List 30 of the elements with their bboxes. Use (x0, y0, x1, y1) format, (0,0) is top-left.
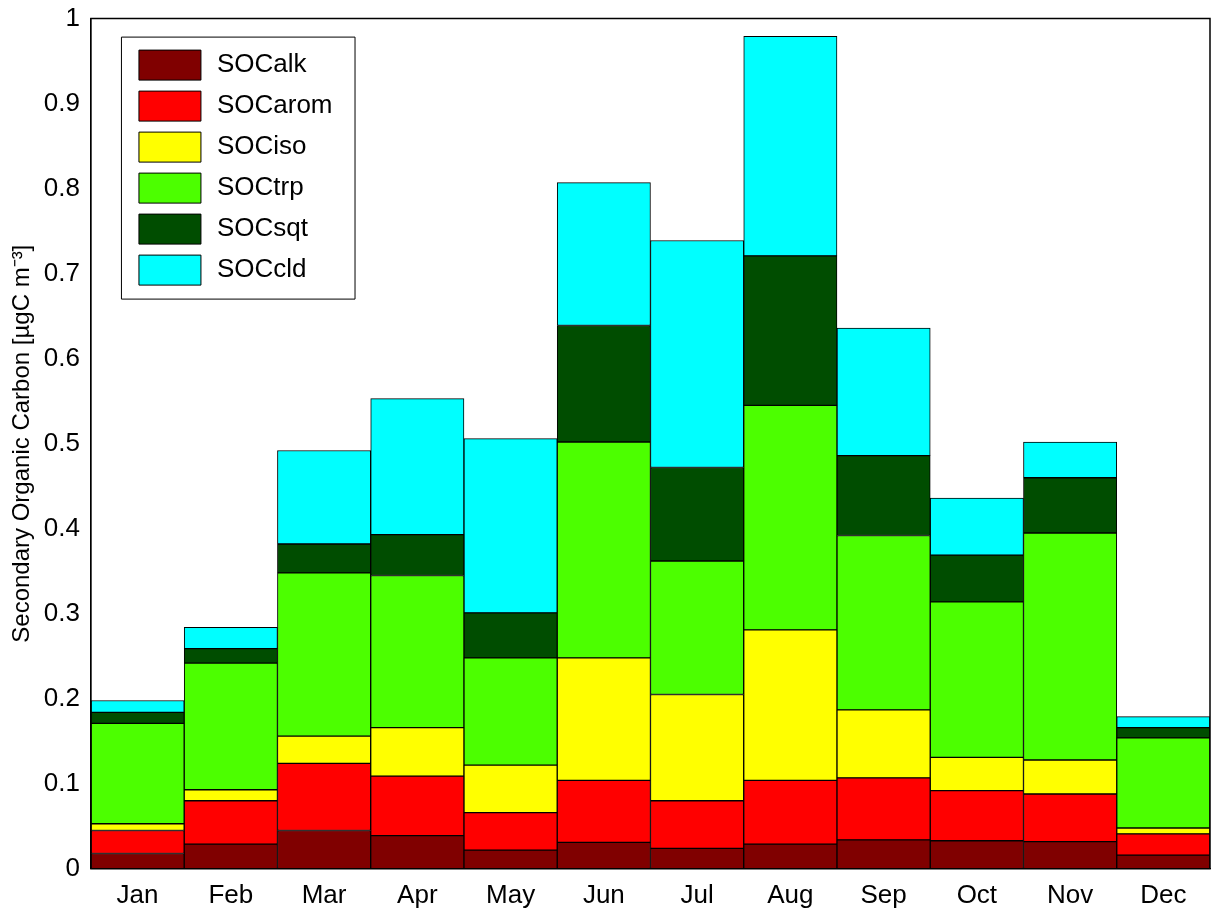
y-tick-label: 0 (65, 851, 80, 882)
x-tick-label: Feb (208, 878, 254, 909)
x-tick-label: Mar (301, 878, 347, 909)
x-tick-label: Oct (956, 878, 998, 909)
y-axis-title: Secondary Organic Carbon [µgC m⁻³] (7, 244, 35, 643)
legend-label: SOCalk (216, 48, 308, 79)
legend-label: SOCarom (216, 89, 333, 120)
y-tick-label: 0.3 (43, 596, 80, 627)
legend-label: SOCsqt (216, 212, 309, 243)
x-tick-label: Apr (397, 878, 438, 909)
y-tick-label: 1 (65, 1, 80, 32)
legend-label: SOCcld (216, 253, 307, 284)
x-tick-label: Sep (860, 878, 907, 909)
y-tick-label: 0.9 (43, 86, 80, 117)
y-tick-label: 0.5 (43, 426, 80, 457)
y-tick-label: 0.2 (43, 681, 80, 712)
legend-label: SOCtrp (216, 171, 304, 202)
y-tick-label: 0.4 (43, 511, 80, 542)
x-tick-label: Jul (680, 878, 714, 909)
y-tick-label: 0.8 (43, 171, 80, 202)
x-tick-label: May (486, 878, 536, 909)
y-tick-label: 0.6 (43, 341, 80, 372)
y-tick-label: 0.1 (43, 766, 80, 797)
y-tick-label: 0.7 (43, 256, 80, 287)
x-tick-label: Nov (1046, 878, 1094, 909)
x-tick-label: Aug (767, 878, 814, 909)
x-tick-label: Jan (116, 878, 159, 909)
legend-label: SOCiso (216, 130, 307, 161)
x-tick-label: Dec (1140, 878, 1187, 909)
x-tick-label: Jun (582, 878, 625, 909)
